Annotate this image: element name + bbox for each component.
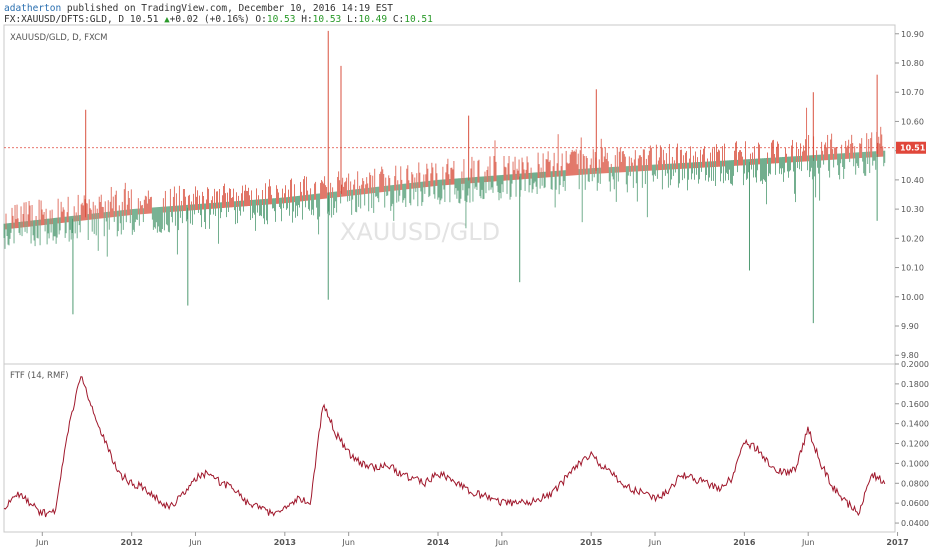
symbol-label: FX:XAUUSD/DFTS:GLD, D [4,14,125,25]
ohlc-line: FX:XAUUSD/DFTS:GLD, D 10.51 ▲+0.02 (+0.1… [4,14,433,26]
time-tick-label: Jun [188,538,202,547]
indicator-pane-frame [3,363,896,533]
publish-line: adatherton published on TradingView.com,… [4,3,433,14]
time-tick-label: Jun [801,538,815,547]
time-tick-label: Jun [648,538,662,547]
indicator-tick-label: 0.1200 [901,440,929,449]
time-tick-label: Jun [35,538,49,547]
time-tick-label: 2014 [427,538,450,547]
price-tick-label: 10.90 [901,30,924,39]
price-tick-label: 10.20 [901,234,924,243]
indicator-tick-label: 0.2000 [901,360,929,369]
price-pane-title: XAUUSD/GLD, D, FXCM [10,33,107,43]
open-value: 10.53 [266,14,296,25]
change-value: +0.02 (+0.16%) [169,14,250,25]
time-tick-label: 2015 [580,538,603,547]
indicator-tick-label: 0.0400 [901,519,929,528]
time-tick-label: Jun [495,538,509,547]
indicator-tick-label: 0.0600 [901,499,929,508]
low-value: 10.49 [358,14,388,25]
time-tick-label: 2012 [121,538,143,547]
up-arrow-icon: ▲ [164,15,170,25]
indicator-tick-label: 0.1800 [901,380,929,389]
time-tick-label: 2013 [274,538,296,547]
price-tick-label: 10.00 [901,293,924,302]
price-axis[interactable]: 10.9010.8010.7010.6010.5010.4010.3010.20… [895,30,924,360]
time-axis[interactable]: Jun 2012 Jun 2013 Jun 2014 Jun 2015 Jun 2016 Jun 20… [35,532,909,547]
price-pane-frame [3,24,896,365]
time-tick-label: 2017 [886,538,908,547]
time-tick-label: 2016 [733,538,756,547]
price-tick-label: 10.10 [901,264,924,273]
close-label: C: [392,14,405,25]
high-label: H: [301,14,313,25]
price-tick-label: 10.70 [901,88,924,97]
price-tick-label: 10.60 [901,117,924,126]
open-label: O: [255,14,267,25]
price-tick-label: 10.40 [901,176,924,185]
price-bars [3,30,886,324]
last-price-label: 10.51 [900,144,926,153]
indicator-pane-title: FTF (14, RMF) [10,371,69,381]
time-tick-label: Jun [341,538,355,547]
price-tick-label: 10.30 [901,205,924,214]
low-label: L: [347,14,359,25]
indicator-tick-label: 0.1000 [901,459,929,468]
published-text: published on TradingView.com, December 1… [61,3,393,14]
author-link[interactable]: adatherton [4,3,62,14]
chart-header: adatherton published on TradingView.com,… [4,3,433,26]
last-value: 10.51 [129,14,159,25]
indicator-axis[interactable]: 0.2000 0.1800 0.1600 0.1400 0.1200 0.1000 0.08… [895,360,929,528]
last-price-badge [896,141,926,154]
price-tick-label: 9.80 [901,351,919,360]
last-price-marker: 10.51 [4,141,926,154]
price-tick-label: 9.90 [901,322,919,331]
price-tick-label: 10.80 [901,59,924,68]
high-value: 10.53 [312,14,342,25]
indicator-tick-label: 0.0800 [901,479,929,488]
indicator-tick-label: 0.1600 [901,400,929,409]
indicator-tick-label: 0.1400 [901,420,929,429]
ftf-indicator-line [3,376,886,518]
close-value: 10.51 [404,14,433,25]
symbol-watermark: XAUUSD/GLD [340,218,500,246]
